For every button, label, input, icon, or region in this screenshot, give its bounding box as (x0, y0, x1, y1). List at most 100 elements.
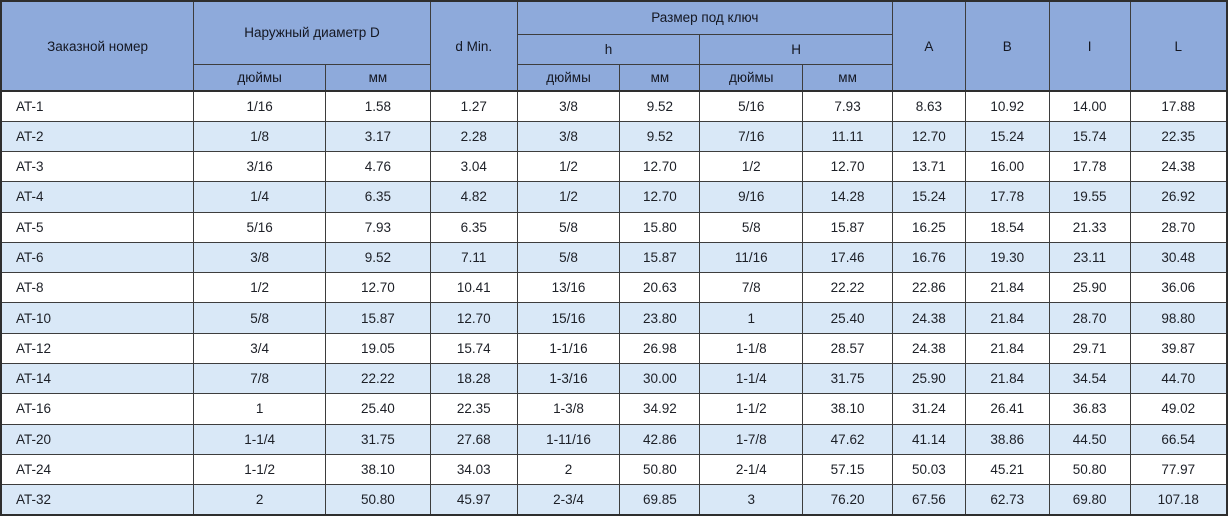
cell-A: 31.24 (892, 393, 966, 425)
cell-H_inches: 1-1/4 (699, 363, 804, 395)
cell-h_mm: 9.52 (619, 90, 701, 122)
cell-order: AT-6 (0, 241, 195, 274)
cell-d_min: 34.03 (429, 453, 518, 486)
cell-A: 50.03 (892, 453, 966, 486)
cell-d_mm: 7.93 (325, 211, 431, 243)
table-row: AT-20 1-1/4 31.75 27.68 1-11/16 42.86 1-7/8 47.… (0, 423, 1228, 455)
cell-L: 36.06 (1129, 272, 1228, 304)
cell-L: 66.54 (1129, 423, 1228, 455)
cell-d_min: 22.35 (429, 393, 518, 425)
cell-d_inches: 1/2 (193, 272, 326, 304)
cell-h_mm: 69.85 (619, 484, 701, 516)
table-row: AT-14 7/8 22.22 18.28 1-3/16 30.00 1-1/4 31.75 2… (0, 363, 1228, 395)
cell-I: 25.90 (1048, 272, 1131, 304)
cell-L: 77.97 (1129, 453, 1228, 486)
cell-H_inches: 9/16 (699, 181, 804, 213)
cell-h_inches: 2 (516, 453, 621, 486)
col-header-H-inches: дюймы (699, 63, 804, 92)
table-row: AT-10 5/8 15.87 12.70 15/16 23.80 1 25.40 24.38 2… (0, 302, 1228, 334)
cell-h_mm: 15.80 (619, 211, 701, 243)
cell-d_inches: 1 (193, 393, 326, 425)
cell-I: 50.80 (1048, 453, 1131, 486)
cell-order: AT-24 (0, 453, 195, 486)
cell-L: 28.70 (1129, 211, 1228, 243)
cell-order: AT-20 (0, 423, 195, 455)
cell-order: AT-16 (0, 393, 195, 425)
cell-h_mm: 26.98 (619, 332, 701, 365)
cell-d_mm: 38.10 (325, 453, 431, 486)
col-header-L: L (1129, 0, 1228, 92)
cell-H_mm: 15.87 (802, 211, 893, 243)
cell-order: AT-4 (0, 181, 195, 213)
cell-h_mm: 9.52 (619, 120, 701, 153)
cell-h_inches: 1-1/16 (516, 332, 621, 365)
cell-order: AT-1 (0, 90, 195, 122)
cell-h_inches: 1/2 (516, 181, 621, 213)
cell-h_mm: 23.80 (619, 302, 701, 334)
cell-d_inches: 5/16 (193, 211, 326, 243)
cell-I: 23.11 (1048, 241, 1131, 274)
cell-H_inches: 1-1/2 (699, 393, 804, 425)
table-row: AT-3 3/16 4.76 3.04 1/2 12.70 1/2 12.70 13.71 16.… (0, 151, 1228, 183)
cell-d_mm: 19.05 (325, 332, 431, 365)
cell-B: 17.78 (964, 181, 1050, 213)
cell-h_inches: 2-3/4 (516, 484, 621, 516)
cell-A: 41.14 (892, 423, 966, 455)
cell-h_inches: 1-11/16 (516, 423, 621, 455)
cell-H_mm: 12.70 (802, 151, 893, 183)
table-row: AT-6 3/8 9.52 7.11 5/8 15.87 11/16 17.46 16.76 19… (0, 241, 1228, 274)
table-row: AT-16 1 25.40 22.35 1-3/8 34.92 1-1/2 38.10 31.2… (0, 393, 1228, 425)
cell-H_mm: 38.10 (802, 393, 893, 425)
col-header-order-number: Заказной номер (0, 0, 195, 92)
cell-d_inches: 3/16 (193, 151, 326, 183)
cell-h_mm: 15.87 (619, 241, 701, 274)
cell-h_inches: 5/8 (516, 211, 621, 243)
cell-order: AT-12 (0, 332, 195, 365)
col-header-H-mm: мм (802, 63, 893, 92)
cell-I: 34.54 (1048, 363, 1131, 395)
table-row: AT-5 5/16 7.93 6.35 5/8 15.80 5/8 15.87 16.25 18.… (0, 211, 1228, 243)
cell-B: 21.84 (964, 363, 1050, 395)
cell-H_inches: 1/2 (699, 151, 804, 183)
cell-I: 29.71 (1048, 332, 1131, 365)
cell-order: AT-14 (0, 363, 195, 395)
cell-h_inches: 3/8 (516, 90, 621, 122)
cell-H_inches: 7/16 (699, 120, 804, 153)
cell-B: 19.30 (964, 241, 1050, 274)
cell-d_min: 12.70 (429, 302, 518, 334)
cell-H_inches: 1-7/8 (699, 423, 804, 455)
cell-H_mm: 28.57 (802, 332, 893, 365)
col-header-outer-diameter: Наружный диаметр D (193, 0, 431, 65)
cell-A: 25.90 (892, 363, 966, 395)
cell-A: 24.38 (892, 302, 966, 334)
cell-I: 28.70 (1048, 302, 1131, 334)
cell-d_mm: 9.52 (325, 241, 431, 274)
cell-h_inches: 1/2 (516, 151, 621, 183)
table-row: AT-2 1/8 3.17 2.28 3/8 9.52 7/16 11.11 12.70 15.2… (0, 120, 1228, 153)
cell-L: 107.18 (1129, 484, 1228, 516)
cell-d_min: 15.74 (429, 332, 518, 365)
col-header-B: B (964, 0, 1050, 92)
cell-B: 10.92 (964, 90, 1050, 122)
cell-order: AT-10 (0, 302, 195, 334)
cell-L: 49.02 (1129, 393, 1228, 425)
cell-H_mm: 47.62 (802, 423, 893, 455)
cell-h_mm: 12.70 (619, 181, 701, 213)
cell-H_inches: 5/16 (699, 90, 804, 122)
cell-d_mm: 4.76 (325, 151, 431, 183)
cell-B: 62.73 (964, 484, 1050, 516)
cell-d_inches: 5/8 (193, 302, 326, 334)
cell-d_inches: 7/8 (193, 363, 326, 395)
cell-d_inches: 1-1/2 (193, 453, 326, 486)
cell-order: AT-3 (0, 151, 195, 183)
cell-h_inches: 1-3/16 (516, 363, 621, 395)
col-header-h-upper: H (699, 33, 893, 65)
cell-d_mm: 1.58 (325, 90, 431, 122)
cell-H_mm: 7.93 (802, 90, 893, 122)
cell-H_mm: 31.75 (802, 363, 893, 395)
cell-L: 39.87 (1129, 332, 1228, 365)
cell-d_min: 10.41 (429, 272, 518, 304)
cell-d_mm: 50.80 (325, 484, 431, 516)
cell-d_mm: 31.75 (325, 423, 431, 455)
cell-B: 21.84 (964, 302, 1050, 334)
